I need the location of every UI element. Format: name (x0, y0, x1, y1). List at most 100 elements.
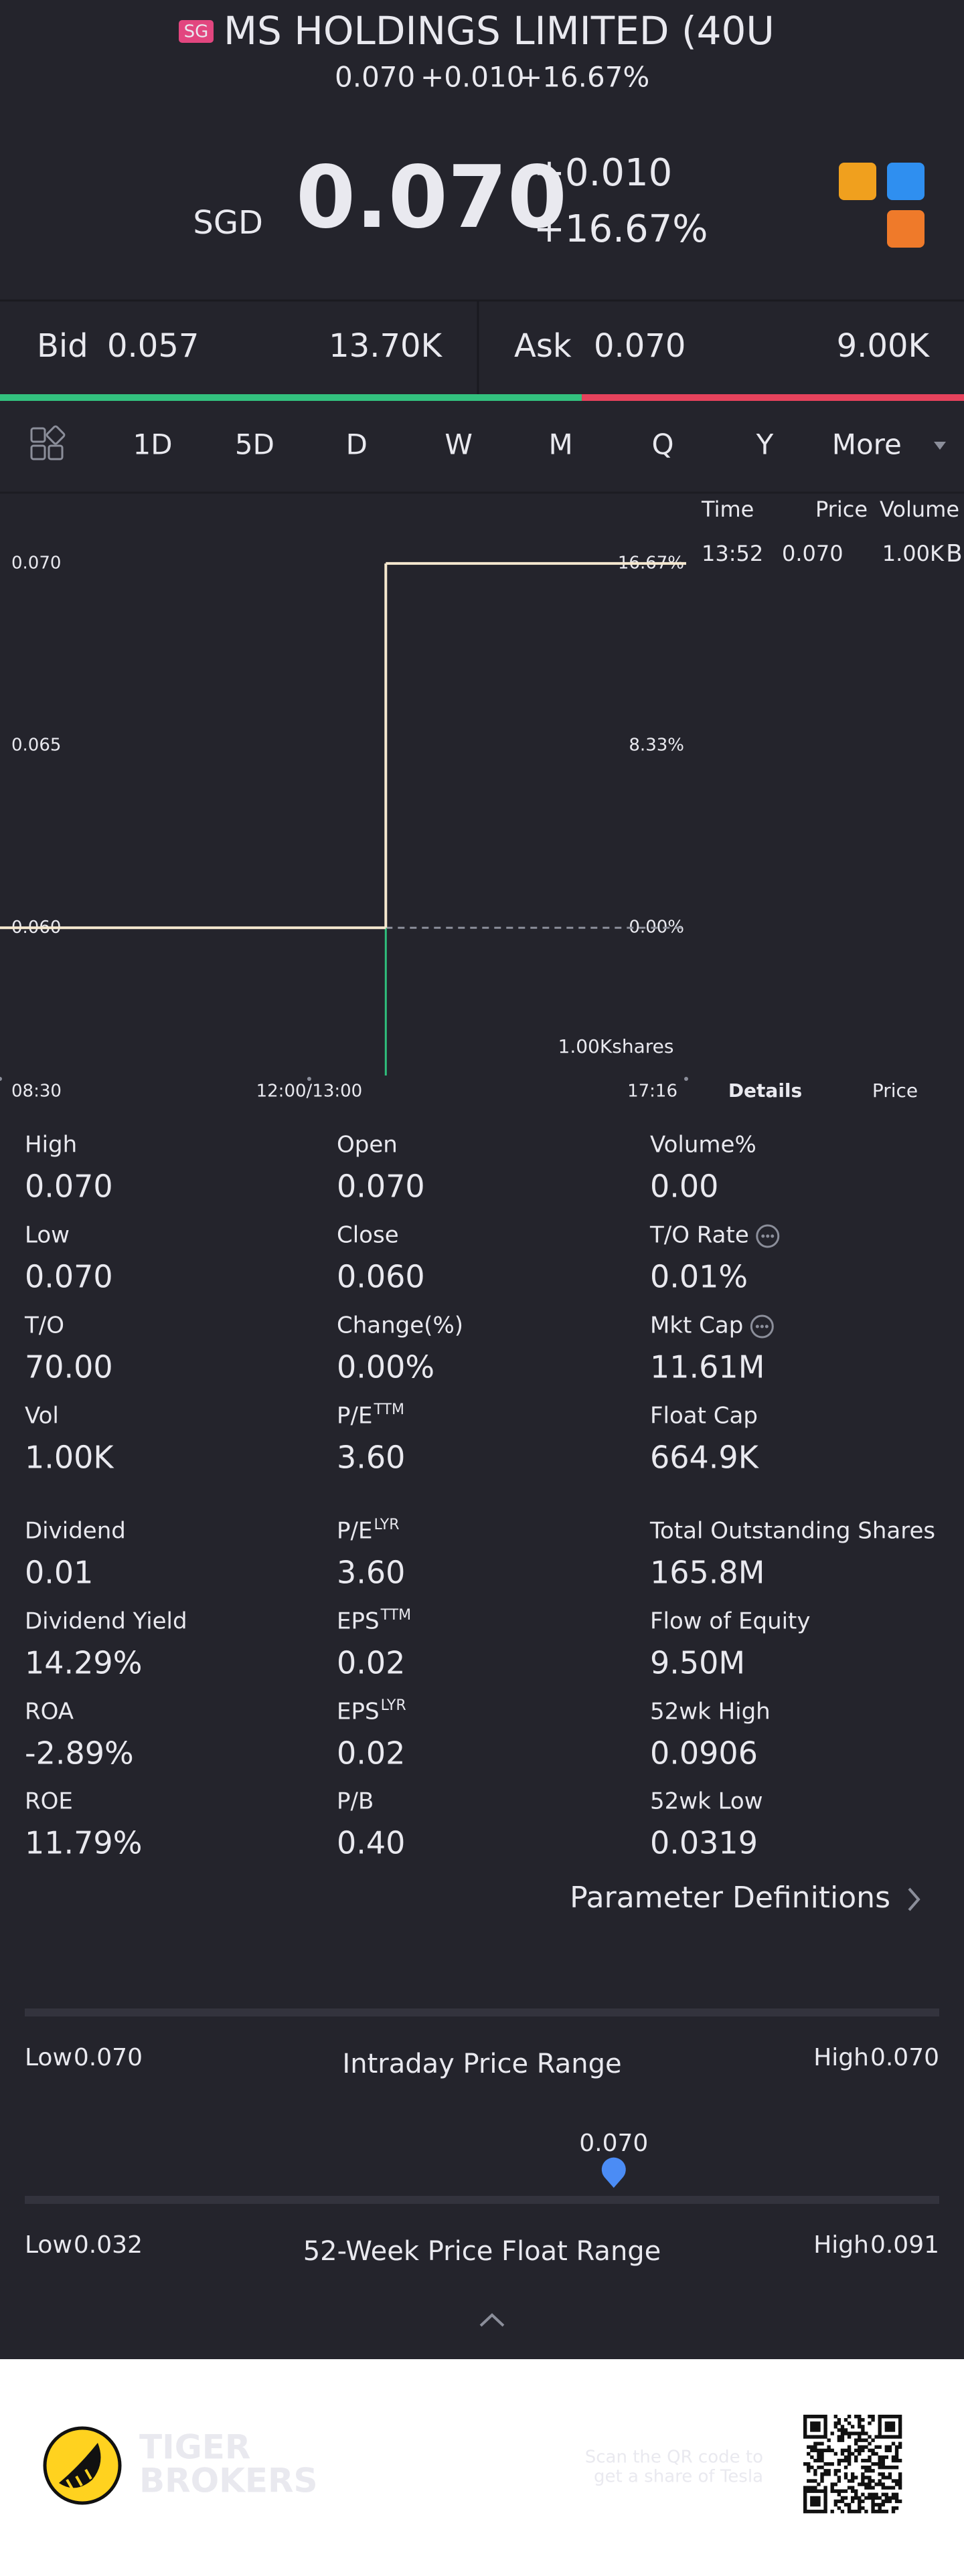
qr-cell (817, 2452, 821, 2456)
stat-label: ROE (25, 1788, 73, 1815)
parameter-definitions-link[interactable]: Parameter Definitions (570, 1881, 890, 1915)
qr-cell (884, 2509, 889, 2514)
stat-value: 0.01 (25, 1555, 93, 1591)
change: +0.010 (534, 151, 672, 195)
timeframe-tab[interactable]: D (346, 428, 368, 461)
qr-cell (881, 2458, 885, 2463)
qr-cell (894, 2455, 899, 2460)
qr-cell (807, 2489, 811, 2493)
qr-cell (820, 2415, 824, 2419)
qr-cell (854, 2438, 858, 2442)
stat-label: EPS (337, 1608, 380, 1635)
stat-value: 0.00% (337, 1349, 434, 1385)
qr-cell (871, 2492, 875, 2496)
panel-tab[interactable]: Details (728, 1080, 802, 1102)
qr-cell (858, 2509, 862, 2514)
qr-cell (888, 2496, 892, 2500)
collapse-chevron[interactable] (479, 2313, 505, 2327)
stock-title: MS HOLDINGS LIMITED (40U (224, 8, 775, 54)
ask-size: 9.00K (837, 327, 931, 365)
qr-cell (850, 2452, 855, 2456)
qr-cell (820, 2448, 824, 2453)
qr-cell (884, 2415, 889, 2419)
qr-cell (864, 2509, 868, 2514)
bid-label: Bid (37, 327, 88, 365)
qr-cell (840, 2489, 845, 2493)
qr-cell (894, 2458, 899, 2463)
info-icon[interactable] (756, 1224, 780, 1248)
timeframe-tab[interactable]: W (445, 428, 473, 461)
qr-cell (898, 2431, 902, 2435)
qr-cell (878, 2509, 882, 2514)
qr-cell (898, 2415, 902, 2419)
qr-cell (868, 2496, 872, 2500)
qr-cell (840, 2448, 845, 2453)
timeframe-tab[interactable]: 5D (235, 428, 274, 461)
qr-cell (837, 2438, 841, 2442)
stat-label: P/E (337, 1518, 372, 1545)
qr-cell (878, 2435, 882, 2439)
qr-cell (868, 2469, 872, 2473)
timeframe-tab[interactable]: M (548, 428, 572, 461)
qr-cell (888, 2448, 892, 2453)
x-tick-label: 17:16 (627, 1082, 677, 1102)
timeframe-tab[interactable]: Q (651, 428, 673, 461)
scan-text: Scan the QR code to (585, 2448, 763, 2468)
ask-label: Ask (514, 327, 572, 365)
qr-cell (888, 2425, 892, 2429)
qr-cell (823, 2435, 827, 2439)
qr-cell (861, 2418, 865, 2422)
qr-cell (820, 2472, 824, 2476)
qr-cell (847, 2448, 852, 2453)
range-current-label: 0.070 (579, 2130, 648, 2157)
timeframe-tab[interactable]: Y (756, 428, 774, 461)
panel-tab[interactable]: Price (872, 1080, 918, 1102)
qr-cell (891, 2466, 896, 2470)
qr-cell (891, 2496, 896, 2500)
stat-label: Float Cap (650, 1403, 758, 1430)
qr-cell (854, 2492, 858, 2496)
qr-cell (891, 2506, 896, 2510)
qr-cell (810, 2499, 814, 2504)
qr-cell (813, 2489, 817, 2493)
qr-cell (807, 2435, 811, 2439)
timeframe-tab[interactable]: More (832, 428, 902, 461)
qr-cell (820, 2479, 824, 2483)
qr-cell (864, 2458, 868, 2463)
range-title: Intraday Price Range (342, 2049, 621, 2079)
qr-cell (861, 2445, 865, 2449)
qr-cell (874, 2492, 878, 2496)
qr-cell (891, 2509, 896, 2514)
qr-cell (817, 2496, 821, 2500)
x-tick-mark (307, 1077, 311, 1081)
qr-cell (861, 2499, 865, 2504)
qr-cell (884, 2466, 889, 2470)
qr-cell (858, 2452, 862, 2456)
stat-value: 11.79% (25, 1825, 142, 1861)
qr-cell (807, 2462, 811, 2466)
info-icon[interactable] (750, 1314, 774, 1339)
timeframe-tab[interactable]: 1D (133, 428, 172, 461)
range-high-label: High (813, 2231, 869, 2259)
qr-cell (871, 2502, 875, 2507)
qr-cell (884, 2421, 889, 2425)
qr-cell (861, 2458, 865, 2463)
stat-label: 52wk Low (650, 1788, 763, 1815)
qr-cell (843, 2428, 848, 2432)
qr-cell (854, 2489, 858, 2493)
stat-label: P/E (337, 1403, 372, 1430)
stat-label: Dividend Yield (25, 1608, 187, 1635)
qr-cell (854, 2441, 858, 2445)
qr-cell (878, 2472, 882, 2476)
info-icon-dot (771, 1234, 775, 1238)
qr-cell (881, 2455, 885, 2460)
header-last: 0.070 (335, 61, 415, 94)
qr-cell (847, 2435, 852, 2439)
qr-cell (854, 2496, 858, 2500)
range-low-value: 0.032 (74, 2231, 143, 2259)
qr-cell (868, 2479, 872, 2483)
qr-cell (878, 2462, 882, 2466)
qr-cell (884, 2476, 889, 2480)
price: 0.070 (296, 148, 567, 248)
brand: TIGER (139, 2428, 250, 2467)
